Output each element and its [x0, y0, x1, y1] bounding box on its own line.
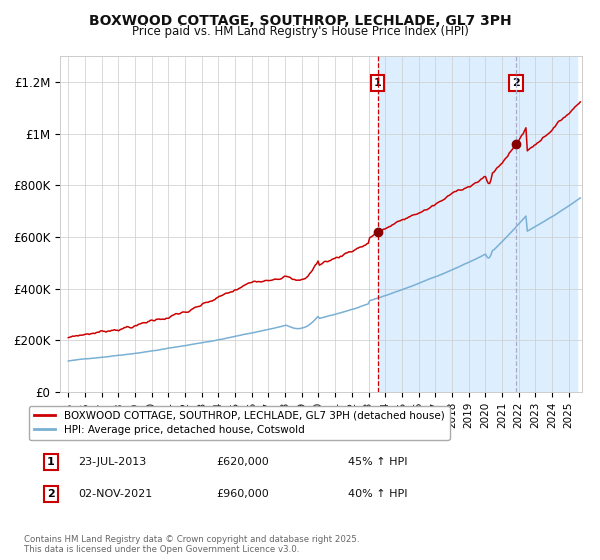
Text: 45% ↑ HPI: 45% ↑ HPI: [348, 457, 407, 467]
Text: 2: 2: [47, 489, 55, 499]
Text: Contains HM Land Registry data © Crown copyright and database right 2025.
This d: Contains HM Land Registry data © Crown c…: [24, 535, 359, 554]
Text: £620,000: £620,000: [216, 457, 269, 467]
Legend: BOXWOOD COTTAGE, SOUTHROP, LECHLADE, GL7 3PH (detached house), HPI: Average pric: BOXWOOD COTTAGE, SOUTHROP, LECHLADE, GL7…: [29, 405, 449, 440]
Text: BOXWOOD COTTAGE, SOUTHROP, LECHLADE, GL7 3PH: BOXWOOD COTTAGE, SOUTHROP, LECHLADE, GL7…: [89, 14, 511, 28]
Text: 1: 1: [47, 457, 55, 467]
Text: 40% ↑ HPI: 40% ↑ HPI: [348, 489, 407, 499]
Text: 02-NOV-2021: 02-NOV-2021: [78, 489, 152, 499]
Text: £960,000: £960,000: [216, 489, 269, 499]
Bar: [378, 56, 577, 392]
Text: 2: 2: [512, 78, 520, 88]
Text: 1: 1: [374, 78, 382, 88]
Text: Price paid vs. HM Land Registry's House Price Index (HPI): Price paid vs. HM Land Registry's House …: [131, 25, 469, 38]
Text: 23-JUL-2013: 23-JUL-2013: [78, 457, 146, 467]
